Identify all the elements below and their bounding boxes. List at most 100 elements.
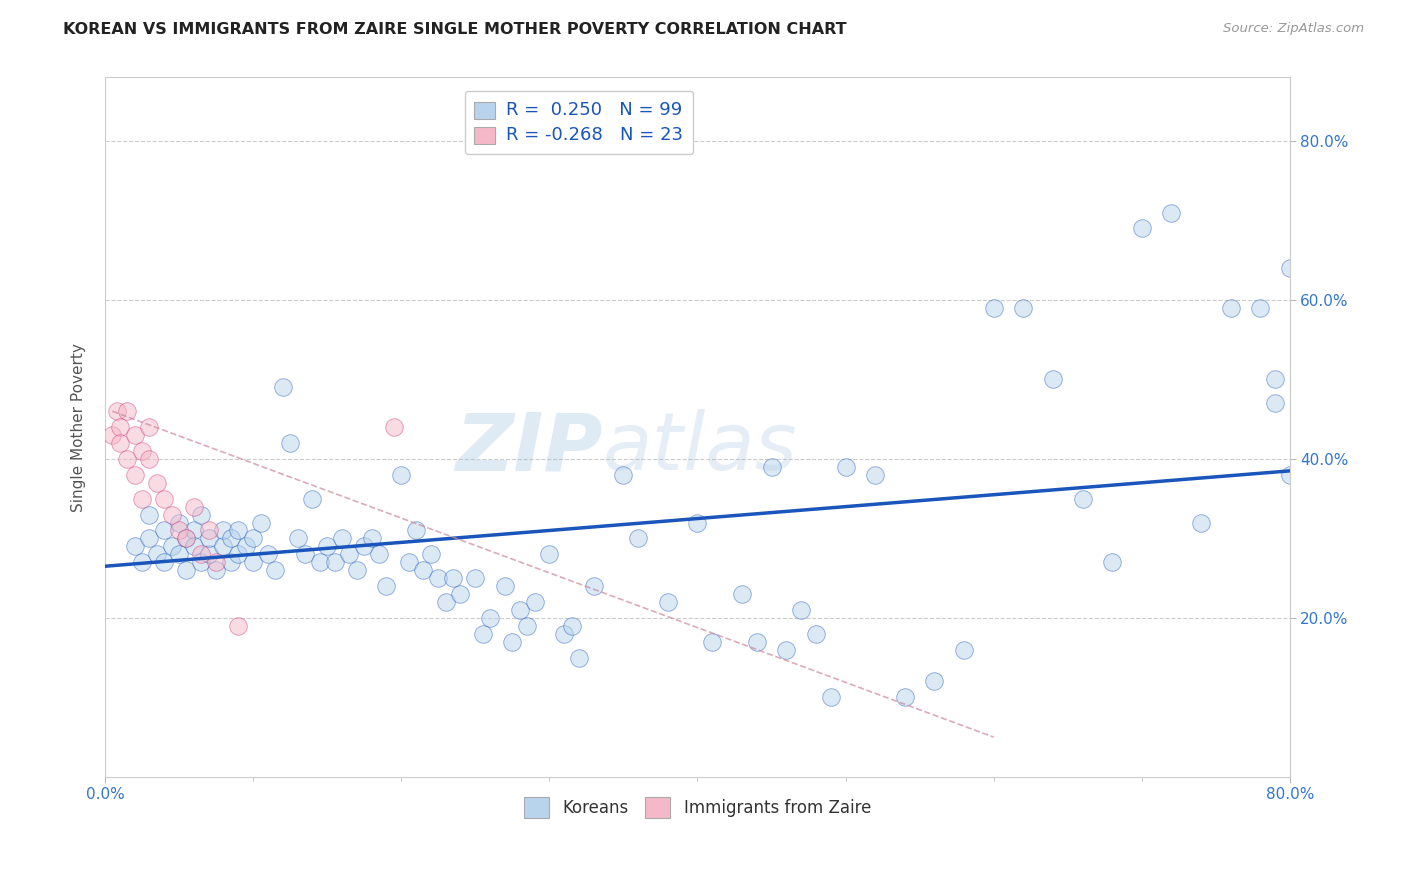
- Point: [657, 595, 679, 609]
- Point: [834, 459, 856, 474]
- Point: [249, 516, 271, 530]
- Point: [294, 547, 316, 561]
- Point: [190, 555, 212, 569]
- Point: [197, 547, 219, 561]
- Point: [101, 428, 124, 442]
- Point: [197, 532, 219, 546]
- Point: [427, 571, 450, 585]
- Point: [561, 619, 583, 633]
- Point: [176, 563, 198, 577]
- Point: [115, 404, 138, 418]
- Point: [494, 579, 516, 593]
- Point: [464, 571, 486, 585]
- Point: [337, 547, 360, 561]
- Point: [183, 524, 205, 538]
- Point: [1160, 205, 1182, 219]
- Point: [271, 380, 294, 394]
- Point: [346, 563, 368, 577]
- Point: [745, 634, 768, 648]
- Point: [108, 420, 131, 434]
- Point: [1278, 467, 1301, 482]
- Point: [924, 674, 946, 689]
- Point: [1264, 372, 1286, 386]
- Point: [226, 619, 249, 633]
- Point: [124, 540, 146, 554]
- Point: [160, 508, 183, 522]
- Text: ZIP: ZIP: [456, 409, 603, 487]
- Point: [368, 547, 391, 561]
- Point: [627, 532, 650, 546]
- Point: [131, 444, 153, 458]
- Text: atlas: atlas: [603, 409, 797, 487]
- Point: [389, 467, 412, 482]
- Point: [242, 532, 264, 546]
- Point: [323, 555, 346, 569]
- Point: [176, 532, 198, 546]
- Point: [235, 540, 257, 554]
- Point: [360, 532, 382, 546]
- Point: [804, 627, 827, 641]
- Point: [308, 555, 330, 569]
- Point: [153, 555, 176, 569]
- Point: [146, 547, 169, 561]
- Point: [516, 619, 538, 633]
- Point: [1278, 261, 1301, 276]
- Point: [167, 547, 190, 561]
- Point: [264, 563, 287, 577]
- Point: [316, 540, 339, 554]
- Point: [449, 587, 471, 601]
- Point: [953, 642, 976, 657]
- Point: [153, 491, 176, 506]
- Point: [1101, 555, 1123, 569]
- Point: [731, 587, 754, 601]
- Point: [219, 555, 242, 569]
- Point: [330, 532, 353, 546]
- Point: [226, 547, 249, 561]
- Point: [553, 627, 575, 641]
- Point: [183, 540, 205, 554]
- Point: [509, 603, 531, 617]
- Point: [257, 547, 280, 561]
- Point: [146, 475, 169, 490]
- Point: [501, 634, 523, 648]
- Point: [894, 690, 917, 705]
- Point: [190, 547, 212, 561]
- Point: [398, 555, 420, 569]
- Point: [131, 491, 153, 506]
- Point: [538, 547, 561, 561]
- Point: [226, 524, 249, 538]
- Point: [205, 555, 228, 569]
- Point: [138, 452, 160, 467]
- Point: [353, 540, 375, 554]
- Point: [702, 634, 724, 648]
- Point: [205, 563, 228, 577]
- Point: [820, 690, 842, 705]
- Text: Source: ZipAtlas.com: Source: ZipAtlas.com: [1223, 22, 1364, 36]
- Point: [287, 532, 309, 546]
- Point: [686, 516, 709, 530]
- Point: [183, 500, 205, 514]
- Point: [124, 467, 146, 482]
- Point: [278, 436, 301, 450]
- Point: [105, 404, 128, 418]
- Point: [301, 491, 323, 506]
- Legend: Koreans, Immigrants from Zaire: Koreans, Immigrants from Zaire: [517, 791, 877, 824]
- Y-axis label: Single Mother Poverty: Single Mother Poverty: [72, 343, 86, 512]
- Point: [582, 579, 605, 593]
- Point: [863, 467, 886, 482]
- Point: [612, 467, 634, 482]
- Point: [419, 547, 441, 561]
- Point: [190, 508, 212, 522]
- Point: [441, 571, 464, 585]
- Point: [1071, 491, 1094, 506]
- Point: [219, 532, 242, 546]
- Point: [212, 524, 235, 538]
- Point: [1130, 221, 1153, 235]
- Point: [160, 540, 183, 554]
- Point: [108, 436, 131, 450]
- Point: [479, 611, 502, 625]
- Point: [212, 540, 235, 554]
- Point: [405, 524, 427, 538]
- Point: [167, 524, 190, 538]
- Point: [523, 595, 546, 609]
